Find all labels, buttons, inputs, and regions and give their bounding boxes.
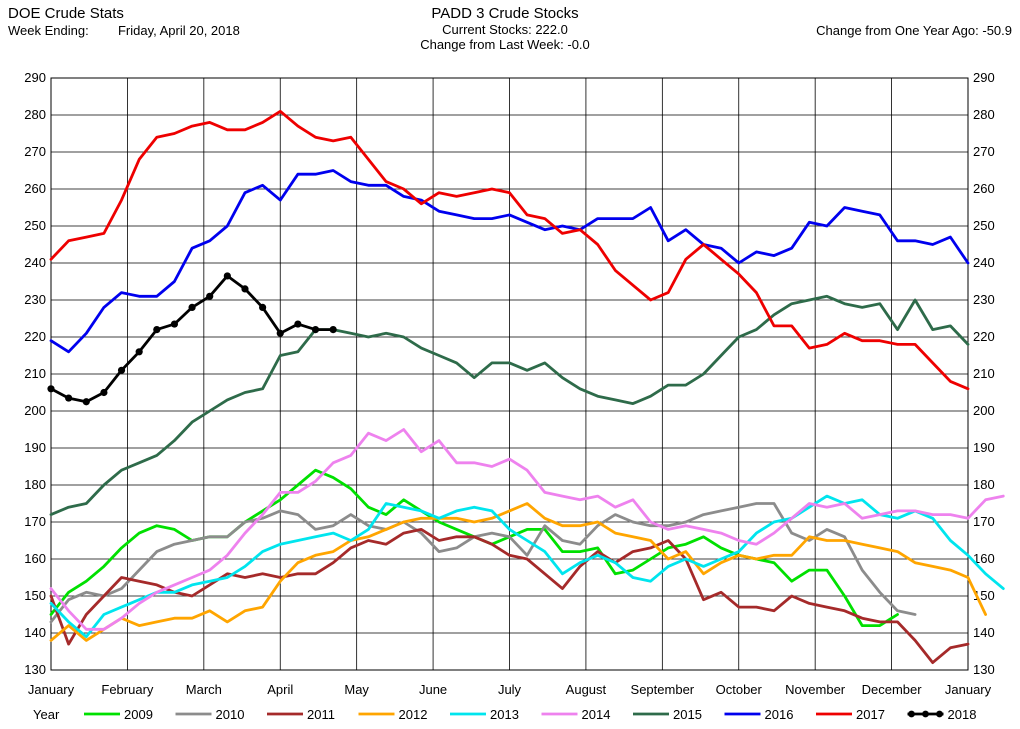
y-tick-label-left: 240 [24, 255, 46, 270]
y-tick-label-right: 270 [973, 144, 995, 159]
series-line-2015 [49, 294, 970, 516]
legend-label-2010: 2010 [216, 707, 245, 722]
chart-header: PADD 3 Crude Stocks Current Stocks: 222.… [340, 5, 670, 52]
y-tick-label-left: 280 [24, 107, 46, 122]
y-tick-label-right: 290 [973, 70, 995, 85]
y-tick-label-left: 170 [24, 514, 46, 529]
legend-marker-2018 [908, 710, 915, 718]
series-line-2009 [49, 468, 899, 627]
data-point-2018 [82, 398, 90, 406]
change-from-year-ago: Change from One Year Ago: -50.9 [816, 23, 1012, 38]
data-point-2018 [259, 303, 267, 311]
x-tick-label: June [419, 682, 447, 697]
x-tick-label: January [945, 682, 992, 697]
legend-label-2018: 2018 [948, 707, 977, 722]
y-tick-label-left: 220 [24, 329, 46, 344]
y-tick-label-left: 160 [24, 551, 46, 566]
y-tick-label-left: 200 [24, 403, 46, 418]
x-tick-label: October [716, 682, 763, 697]
y-tick-label-right: 190 [973, 440, 995, 455]
legend-label-2013: 2013 [490, 707, 519, 722]
data-point-2018 [311, 326, 320, 334]
y-tick-label-right: 220 [973, 329, 995, 344]
y-tick-label-left: 260 [24, 181, 46, 196]
y-tick-label-right: 160 [973, 551, 995, 566]
data-point-2018 [100, 388, 108, 397]
y-tick-label-right: 230 [973, 292, 995, 307]
y-tick-label-right: 200 [973, 403, 995, 418]
y-tick-label-left: 190 [24, 440, 46, 455]
change-from-last-week: Change from Last Week: -0.0 [420, 37, 590, 52]
series-line-2016 [49, 169, 970, 354]
x-tick-label: January [28, 682, 75, 697]
y-tick-label-right: 210 [973, 366, 995, 381]
week-ending: Week Ending: Friday, April 20, 2018 [8, 23, 240, 38]
data-point-2018 [135, 348, 143, 356]
legend-label-2015: 2015 [673, 707, 702, 722]
y-tick-label-left: 140 [24, 625, 46, 640]
x-tick-label: May [344, 682, 369, 697]
week-label: Week Ending: [8, 23, 89, 38]
data-point-2018 [117, 366, 126, 374]
y-tick-label-right: 240 [973, 255, 995, 270]
y-tick-label-left: 270 [24, 144, 46, 159]
x-tick-label: February [101, 682, 154, 697]
y-tick-label-right: 280 [973, 107, 995, 122]
chart-title: PADD 3 Crude Stocks [431, 5, 579, 22]
y-tick-label-right: 170 [973, 514, 995, 529]
data-point-2018 [47, 385, 55, 393]
data-point-2018 [188, 303, 196, 311]
series-line-2010 [49, 502, 917, 624]
series-line-2017 [49, 109, 970, 391]
legend-title: Year [33, 707, 60, 722]
week-date: Friday, April 20, 2018 [117, 23, 240, 38]
y-tick-label-left: 150 [24, 588, 46, 603]
data-point-2018 [206, 292, 214, 300]
x-tick-label: November [785, 682, 846, 697]
y-tick-label-right: 130 [973, 662, 995, 677]
data-point-2018 [223, 272, 231, 280]
legend-label-2011: 2011 [307, 707, 335, 722]
x-tick-label: March [186, 682, 222, 697]
series-line-2012 [49, 502, 987, 642]
y-tick-label-right: 250 [973, 218, 995, 233]
x-tick-label: April [267, 682, 293, 697]
x-tick-label: September [631, 682, 695, 697]
y-tick-label-right: 140 [973, 625, 995, 640]
y-tick-label-right: 180 [973, 477, 995, 492]
y-tick-label-left: 130 [24, 662, 46, 677]
data-point-2018 [153, 326, 161, 334]
series-line-2011 [49, 528, 970, 664]
legend-marker-2018 [922, 710, 929, 718]
x-tick-label: December [862, 682, 923, 697]
y-tick-label-left: 250 [24, 218, 46, 233]
x-tick-label: July [498, 682, 522, 697]
data-point-2018 [65, 394, 73, 402]
legend-label-2014: 2014 [582, 707, 611, 722]
data-point-2018 [329, 326, 337, 334]
y-tick-label-left: 290 [24, 70, 46, 85]
y-tick-label-left: 230 [24, 292, 46, 307]
data-point-2018 [241, 285, 249, 293]
legend-label-2009: 2009 [124, 707, 153, 722]
legend-label-2017: 2017 [856, 707, 885, 722]
x-tick-label: August [566, 682, 607, 697]
y-tick-label-left: 180 [24, 477, 46, 492]
data-point-2018 [276, 329, 284, 337]
y-tick-label-right: 260 [973, 181, 995, 196]
series-line-2014 [49, 428, 1005, 631]
legend-label-2016: 2016 [765, 707, 794, 722]
y-tick-label-left: 210 [24, 366, 46, 381]
current-stocks: Current Stocks: 222.0 [442, 22, 568, 37]
data-point-2018 [170, 320, 179, 328]
legend-label-2012: 2012 [399, 707, 428, 722]
data-point-2018 [294, 320, 302, 328]
header-title: DOE Crude Stats [8, 5, 124, 22]
series-line-2018 [49, 274, 335, 404]
legend-marker-2018 [936, 710, 943, 718]
